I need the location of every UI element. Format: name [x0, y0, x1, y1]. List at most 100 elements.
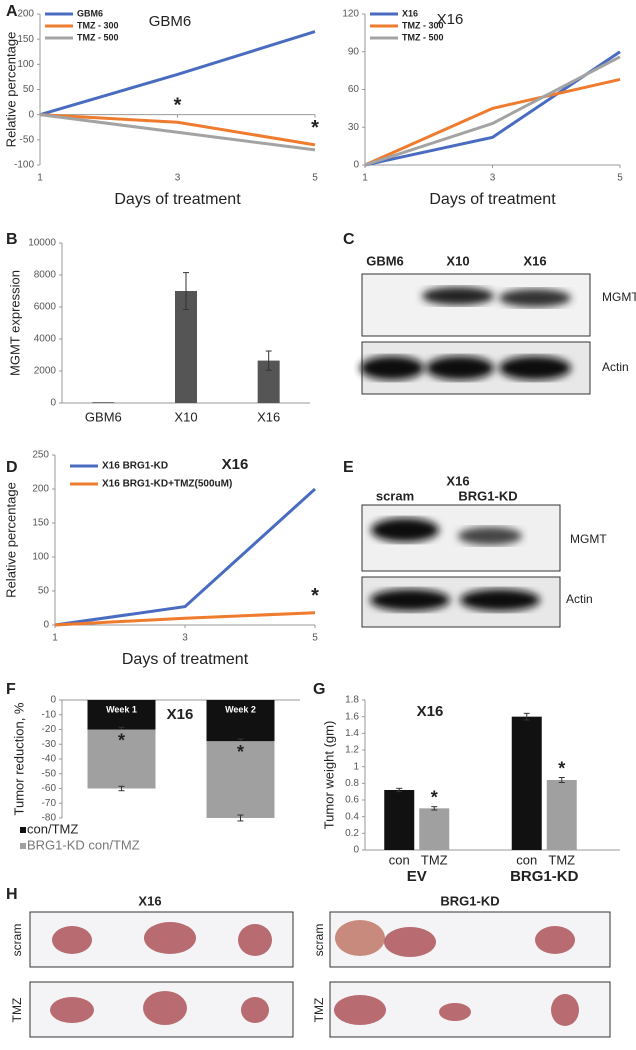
- tumor: [50, 997, 94, 1023]
- band: [371, 518, 439, 542]
- x-axis-label: Days of treatment: [429, 191, 556, 208]
- y-axis-label: Relative percentage: [3, 32, 18, 148]
- y-axis-label: Tumor weight (gm): [321, 721, 336, 830]
- y-tick-label: 0: [353, 845, 359, 856]
- row-label: MGMT: [570, 532, 607, 546]
- bar: [175, 291, 197, 403]
- chart-title: X16: [222, 456, 249, 473]
- y-tick-label: 0: [353, 160, 359, 171]
- y-tick-label: 1.4: [345, 728, 359, 739]
- y-tick-label: 120: [342, 9, 359, 20]
- chart-title: X16: [167, 706, 194, 723]
- annotation: *: [431, 787, 438, 807]
- y-tick-label: 200: [17, 9, 34, 20]
- tumor: [384, 927, 436, 957]
- y-tick-label: 250: [32, 450, 49, 461]
- x-axis-label: Days of treatment: [122, 651, 249, 668]
- series-label: con: [516, 852, 537, 867]
- x-tick-label: 3: [490, 173, 496, 184]
- panel-letter: C: [343, 231, 355, 248]
- y-tick-label: -80: [42, 813, 57, 824]
- band: [360, 356, 424, 380]
- tumor: [551, 994, 579, 1026]
- tumor: [439, 1003, 471, 1021]
- annotation: *: [311, 585, 319, 607]
- y-tick-label: 0.2: [345, 828, 359, 839]
- y-tick-label: -50: [42, 768, 57, 779]
- tumor: [335, 920, 385, 956]
- y-tick-label: 150: [32, 518, 49, 529]
- band: [426, 356, 494, 380]
- x-tick-label: GBM6: [85, 409, 122, 424]
- x-tick-label: 5: [617, 173, 623, 184]
- x-tick-label: X10: [174, 409, 197, 424]
- row-label: scram: [10, 924, 24, 957]
- y-tick-label: 0: [50, 398, 56, 409]
- group-label: EV: [407, 868, 427, 885]
- chart-title: X16: [417, 703, 444, 720]
- lane-label: GBM6: [366, 253, 404, 268]
- annotation: *: [237, 742, 244, 762]
- lane-label: X10: [446, 253, 469, 268]
- chart-title: GBM6: [149, 13, 192, 30]
- series-line: [364, 55, 621, 167]
- band: [499, 289, 571, 307]
- y-tick-label: 0: [28, 109, 34, 120]
- bar: [546, 780, 577, 850]
- series-line: [39, 113, 316, 147]
- tumor: [535, 926, 575, 954]
- y-tick-label: -70: [42, 798, 57, 809]
- category-label: Week 2: [225, 704, 256, 714]
- y-tick-label: 0.4: [345, 811, 359, 822]
- x-tick-label: 1: [362, 173, 368, 184]
- y-tick-label: -30: [42, 739, 57, 750]
- series-line: [39, 30, 316, 117]
- x-tick-label: 5: [312, 173, 318, 184]
- y-tick-label: 100: [17, 59, 34, 70]
- photos-h: X16 BRG1-KD scram TMZ scram TMZ: [10, 893, 611, 1038]
- series-label: con: [389, 852, 410, 867]
- lane-label: scram: [376, 488, 414, 503]
- blot-c: GBM6 X10 X16 MGMT Actin: [360, 253, 636, 395]
- y-tick-label: 0.8: [345, 778, 359, 789]
- photo-title: X16: [138, 893, 161, 908]
- legend-label: X16 BRG1-KD: [102, 461, 168, 472]
- x-tick-label: 1: [52, 633, 58, 644]
- tumor: [143, 991, 187, 1025]
- annotation: *: [311, 117, 319, 139]
- x-tick-label: 3: [182, 633, 188, 644]
- y-tick-label: -10: [42, 709, 57, 720]
- y-tick-label: 0: [43, 620, 49, 631]
- y-tick-label: 1.2: [345, 745, 359, 756]
- x-tick-label: 3: [175, 173, 181, 184]
- panel-letter: F: [6, 681, 16, 698]
- y-tick-label: 50: [38, 586, 50, 597]
- x-axis-label: Days of treatment: [114, 191, 241, 208]
- y-tick-label: 200: [32, 484, 49, 495]
- annotation: *: [174, 94, 182, 116]
- bar: [92, 402, 115, 403]
- series-label: TMZ: [548, 852, 575, 867]
- row-label: scram: [312, 924, 326, 957]
- tumor: [241, 997, 269, 1023]
- panel-letter: B: [6, 231, 18, 248]
- y-tick-label: 150: [17, 34, 34, 45]
- bar-segment: [206, 700, 275, 742]
- y-tick-label: 2000: [34, 366, 57, 377]
- y-tick-label: 4000: [34, 334, 57, 345]
- panel-letter: A: [6, 3, 18, 20]
- y-tick-label: 1.8: [345, 695, 359, 706]
- legend-label: X16 BRG1-KD+TMZ(500uM): [102, 479, 232, 490]
- y-tick-label: 0.6: [345, 795, 359, 806]
- blot-header: X16: [446, 473, 469, 488]
- legend-label: GBM6: [77, 8, 103, 18]
- row-label: Actin: [566, 592, 593, 606]
- legend-label: BRG1-KD con/TMZ: [27, 837, 140, 852]
- legend-swatch: [20, 843, 26, 849]
- band: [422, 287, 494, 305]
- y-tick-label: 50: [23, 84, 35, 95]
- series-line: [39, 113, 316, 152]
- series-line: [54, 487, 317, 627]
- y-tick-label: 30: [348, 122, 360, 133]
- y-tick-label: 10000: [28, 238, 56, 249]
